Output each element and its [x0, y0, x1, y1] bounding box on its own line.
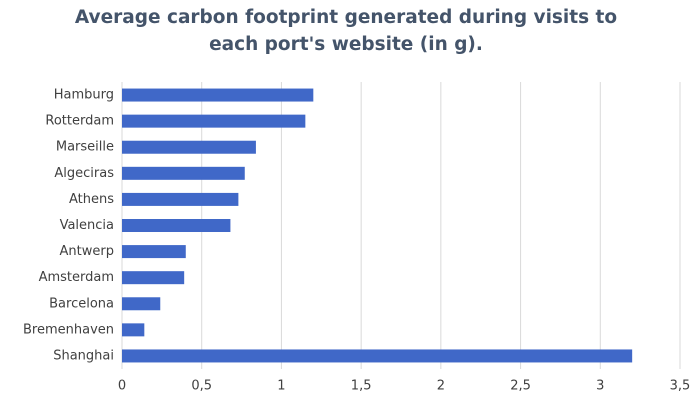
y-tick-label: Marseille: [56, 140, 114, 155]
bar: [122, 219, 231, 232]
bar: [122, 166, 245, 180]
chart-title: Average carbon footprint generated durin…: [74, 7, 618, 55]
y-tick-label: Amsterdam: [39, 270, 114, 285]
x-tick-label: 2: [437, 379, 445, 394]
x-tick-label: 0: [118, 379, 126, 394]
bar: [122, 323, 145, 337]
bar: [122, 192, 239, 206]
bar: [122, 245, 186, 259]
bar: [122, 297, 161, 311]
y-tick-label: Valencia: [60, 218, 114, 233]
bar: [122, 88, 314, 102]
bar: [122, 114, 306, 128]
x-tick-label: 1: [277, 379, 285, 394]
bar: [122, 349, 633, 363]
y-tick-label: Antwerp: [60, 244, 114, 259]
x-tick-label: 2,5: [510, 379, 531, 394]
x-tick-label: 0,5: [191, 379, 212, 394]
y-tick-label: Rotterdam: [45, 114, 114, 129]
y-tick-label: Athens: [69, 192, 114, 207]
y-tick-label: Barcelona: [49, 296, 114, 311]
y-tick-label: Hamburg: [54, 88, 114, 103]
x-tick-label: 1,5: [351, 379, 372, 394]
bar: [122, 271, 185, 285]
y-tick-label: Bremenhaven: [23, 322, 114, 337]
y-tick-label: Algeciras: [54, 166, 114, 181]
x-tick-label: 3,5: [670, 379, 691, 394]
bar: [122, 140, 256, 154]
x-tick-label: 3: [596, 379, 604, 394]
y-tick-label: Shanghai: [53, 348, 114, 363]
